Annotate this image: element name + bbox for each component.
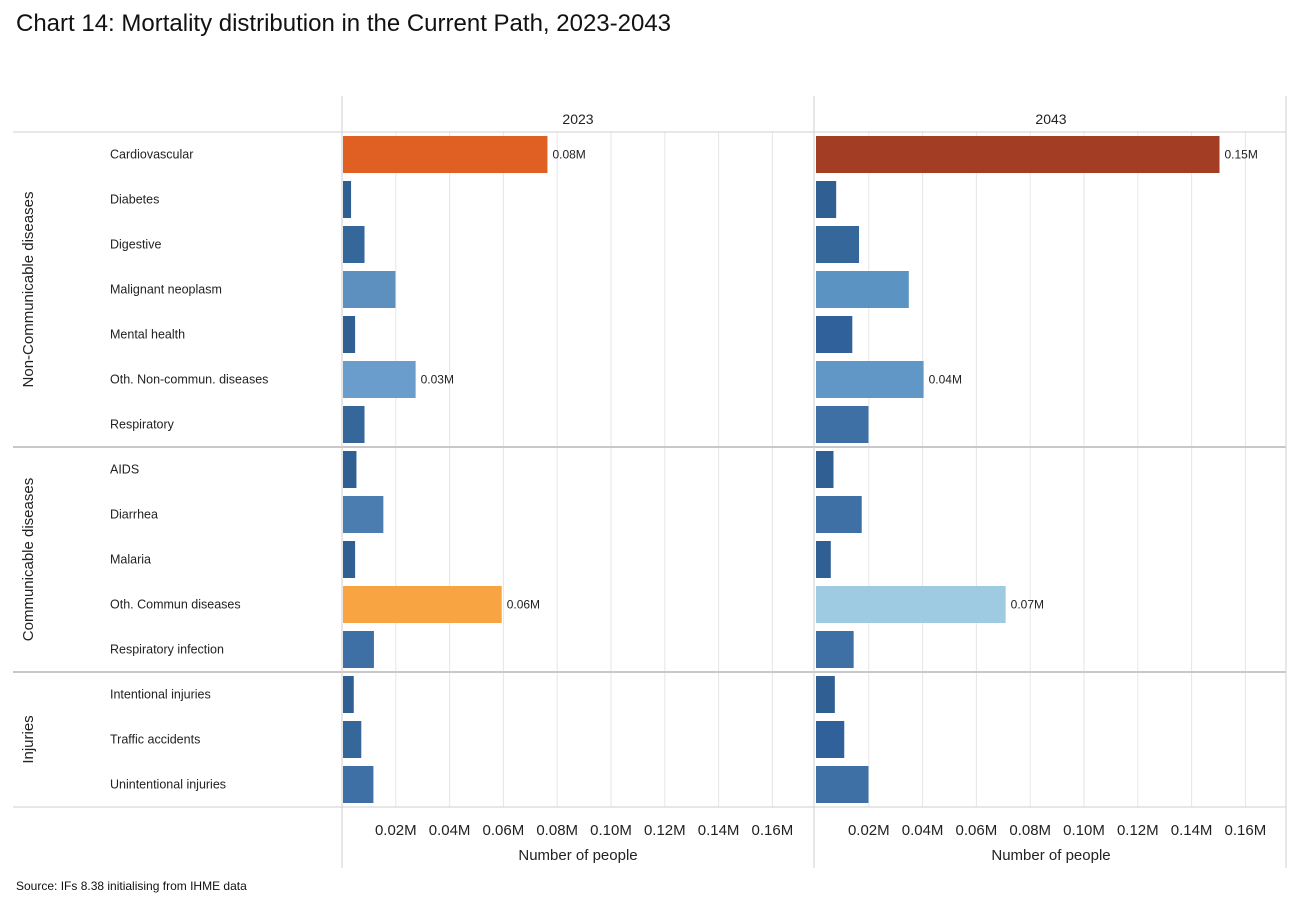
x-tick-label-2023-5: 0.12M [644, 822, 686, 839]
bar-2023-digestive [343, 226, 365, 263]
bar-2043-respiratory-infection [816, 631, 854, 668]
x-tick-label-2023-2: 0.06M [483, 822, 525, 839]
bar-2043-diabetes [816, 181, 837, 218]
bar-2043-intentional-injuries [816, 676, 835, 713]
panel-header-2043: 2043 [1035, 111, 1066, 127]
bar-2023-malaria [343, 541, 356, 578]
bar-2043-oth-non-commun-diseases [816, 361, 924, 398]
category-label-traffic-accidents: Traffic accidents [110, 733, 200, 747]
category-label-diabetes: Diabetes [110, 193, 159, 207]
category-label-digestive: Digestive [110, 238, 161, 252]
panel-header-2023: 2023 [562, 111, 593, 127]
bar-2043-malignant-neoplasm [816, 271, 909, 308]
bar-2023-malignant-neoplasm [343, 271, 396, 308]
x-tick-label-2043-4: 0.10M [1063, 822, 1105, 839]
data-label-2043-oth-non-commun-diseases: 0.04M [929, 373, 962, 387]
bar-2023-cardiovascular [343, 136, 548, 173]
bar-2023-oth-non-commun-diseases [343, 361, 416, 398]
group-label-injuries: Injuries [20, 715, 37, 763]
data-label-2043-cardiovascular: 0.15M [1225, 148, 1258, 162]
bar-2023-unintentional-injuries [343, 766, 374, 803]
category-label-diarrhea: Diarrhea [110, 508, 158, 522]
category-label-oth-non-commun-diseases: Oth. Non-commun. diseases [110, 373, 268, 387]
category-label-unintentional-injuries: Unintentional injuries [110, 778, 226, 792]
bar-2023-intentional-injuries [343, 676, 354, 713]
category-label-malignant-neoplasm: Malignant neoplasm [110, 283, 222, 297]
bar-2043-malaria [816, 541, 831, 578]
x-tick-label-2023-7: 0.16M [752, 822, 794, 839]
bar-2023-diabetes [343, 181, 352, 218]
x-axis-title-2023: Number of people [518, 847, 637, 864]
bar-2043-mental-health [816, 316, 853, 353]
data-label-2043-oth-commun-diseases: 0.07M [1011, 598, 1044, 612]
category-label-cardiovascular: Cardiovascular [110, 148, 193, 162]
category-label-mental-health: Mental health [110, 328, 185, 342]
x-tick-label-2043-2: 0.06M [956, 822, 998, 839]
bar-2023-oth-commun-diseases [343, 586, 502, 623]
bar-2023-mental-health [343, 316, 356, 353]
x-axis-title-2043: Number of people [991, 847, 1110, 864]
category-label-aids: AIDS [110, 463, 139, 477]
group-label-communicable-diseases: Communicable diseases [20, 478, 37, 641]
chart-title: Chart 14: Mortality distribution in the … [16, 10, 672, 37]
bar-2023-diarrhea [343, 496, 384, 533]
category-label-intentional-injuries: Intentional injuries [110, 688, 211, 702]
bar-2043-cardiovascular [816, 136, 1220, 173]
bar-2023-traffic-accidents [343, 721, 362, 758]
x-tick-label-2043-5: 0.12M [1117, 822, 1159, 839]
x-tick-label-2023-1: 0.04M [429, 822, 471, 839]
category-label-oth-commun-diseases: Oth. Commun diseases [110, 598, 241, 612]
x-tick-label-2043-6: 0.14M [1171, 822, 1213, 839]
bar-2043-aids [816, 451, 834, 488]
x-tick-label-2043-7: 0.16M [1225, 822, 1267, 839]
x-tick-label-2023-6: 0.14M [698, 822, 740, 839]
data-label-2023-oth-commun-diseases: 0.06M [507, 598, 540, 612]
bar-2043-diarrhea [816, 496, 862, 533]
group-label-non-communicable-diseases: Non-Communicable diseases [20, 192, 37, 388]
source-note: Source: IFs 8.38 initialising from IHME … [16, 879, 247, 893]
category-label-respiratory: Respiratory [110, 418, 175, 432]
bar-2023-aids [343, 451, 357, 488]
x-tick-label-2023-3: 0.08M [536, 822, 578, 839]
category-label-malaria: Malaria [110, 553, 151, 567]
bar-2043-oth-commun-diseases [816, 586, 1006, 623]
bar-2043-traffic-accidents [816, 721, 845, 758]
data-label-2023-cardiovascular: 0.08M [552, 148, 585, 162]
category-label-respiratory-infection: Respiratory infection [110, 643, 224, 657]
bar-2043-digestive [816, 226, 860, 263]
x-tick-label-2043-3: 0.08M [1009, 822, 1051, 839]
bar-2023-respiratory [343, 406, 365, 443]
x-tick-label-2043-1: 0.04M [902, 822, 944, 839]
x-tick-label-2043-0: 0.02M [848, 822, 890, 839]
data-label-2023-oth-non-commun-diseases: 0.03M [421, 373, 454, 387]
bar-2043-unintentional-injuries [816, 766, 869, 803]
bar-2023-respiratory-infection [343, 631, 374, 668]
bar-2043-respiratory [816, 406, 869, 443]
x-tick-label-2023-0: 0.02M [375, 822, 417, 839]
x-tick-label-2023-4: 0.10M [590, 822, 632, 839]
